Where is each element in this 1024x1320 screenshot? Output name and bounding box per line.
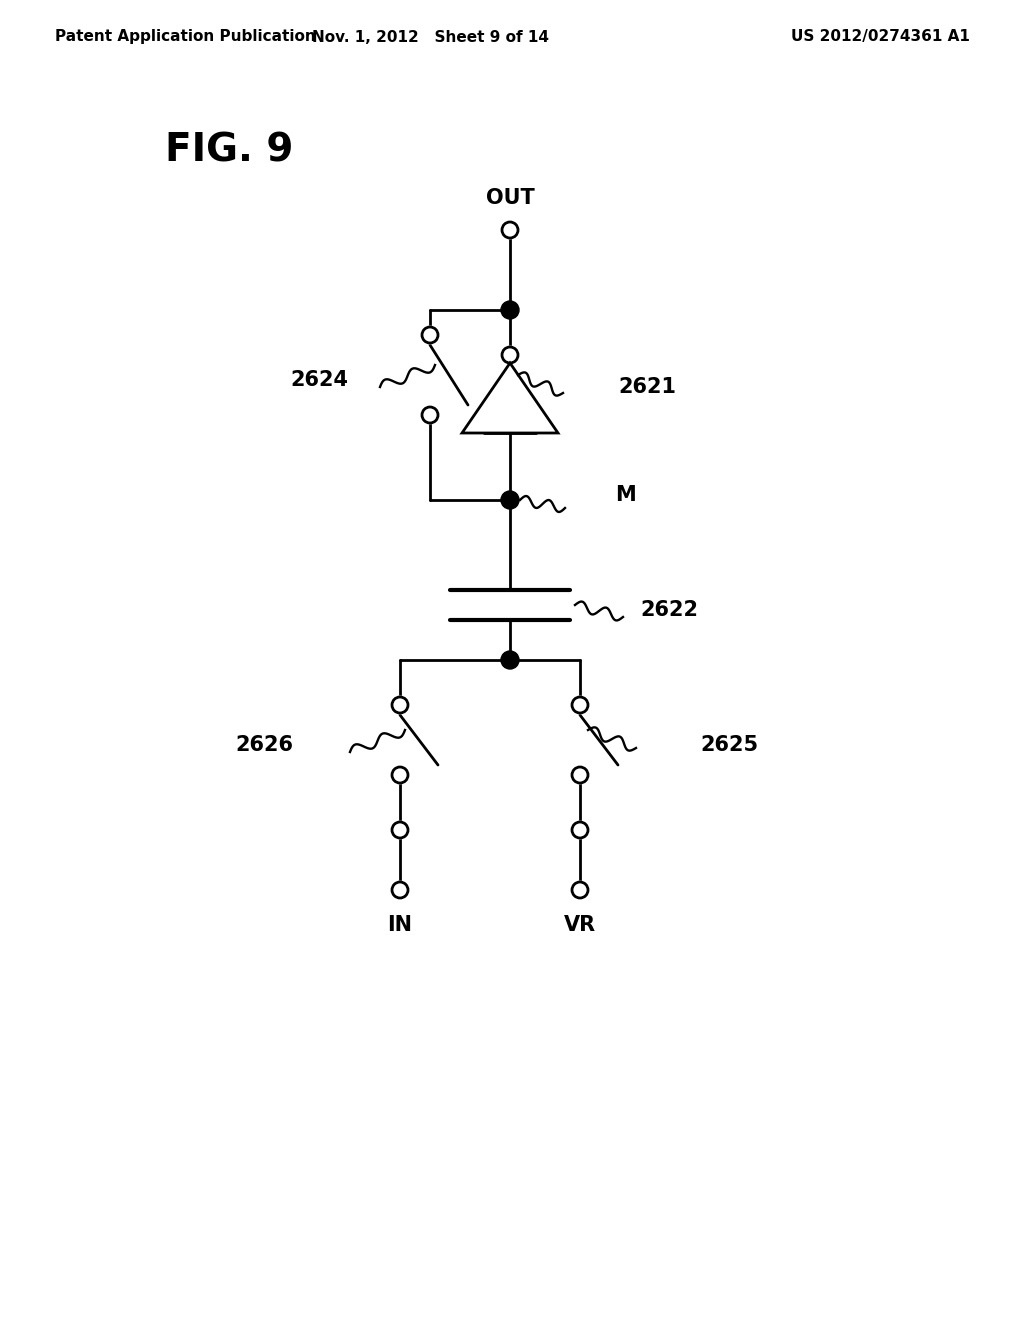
- Text: US 2012/0274361 A1: US 2012/0274361 A1: [792, 29, 970, 45]
- Circle shape: [572, 767, 588, 783]
- Circle shape: [502, 347, 518, 363]
- Text: 2621: 2621: [618, 378, 676, 397]
- Text: VR: VR: [564, 915, 596, 935]
- Circle shape: [392, 767, 408, 783]
- Circle shape: [501, 301, 519, 319]
- Text: 2622: 2622: [640, 601, 698, 620]
- Text: OUT: OUT: [485, 187, 535, 209]
- Text: 2626: 2626: [234, 735, 293, 755]
- Text: FIG. 9: FIG. 9: [165, 131, 293, 169]
- Circle shape: [392, 822, 408, 838]
- Text: Nov. 1, 2012   Sheet 9 of 14: Nov. 1, 2012 Sheet 9 of 14: [311, 29, 549, 45]
- Text: M: M: [615, 484, 636, 506]
- Text: 2624: 2624: [290, 370, 348, 389]
- Circle shape: [501, 491, 519, 510]
- Text: IN: IN: [387, 915, 413, 935]
- Circle shape: [501, 651, 519, 669]
- Text: Patent Application Publication: Patent Application Publication: [55, 29, 315, 45]
- Circle shape: [572, 697, 588, 713]
- Circle shape: [422, 407, 438, 422]
- Circle shape: [572, 882, 588, 898]
- Text: 2625: 2625: [700, 735, 758, 755]
- Circle shape: [422, 327, 438, 343]
- Circle shape: [392, 882, 408, 898]
- Circle shape: [572, 822, 588, 838]
- Circle shape: [502, 222, 518, 238]
- Circle shape: [392, 697, 408, 713]
